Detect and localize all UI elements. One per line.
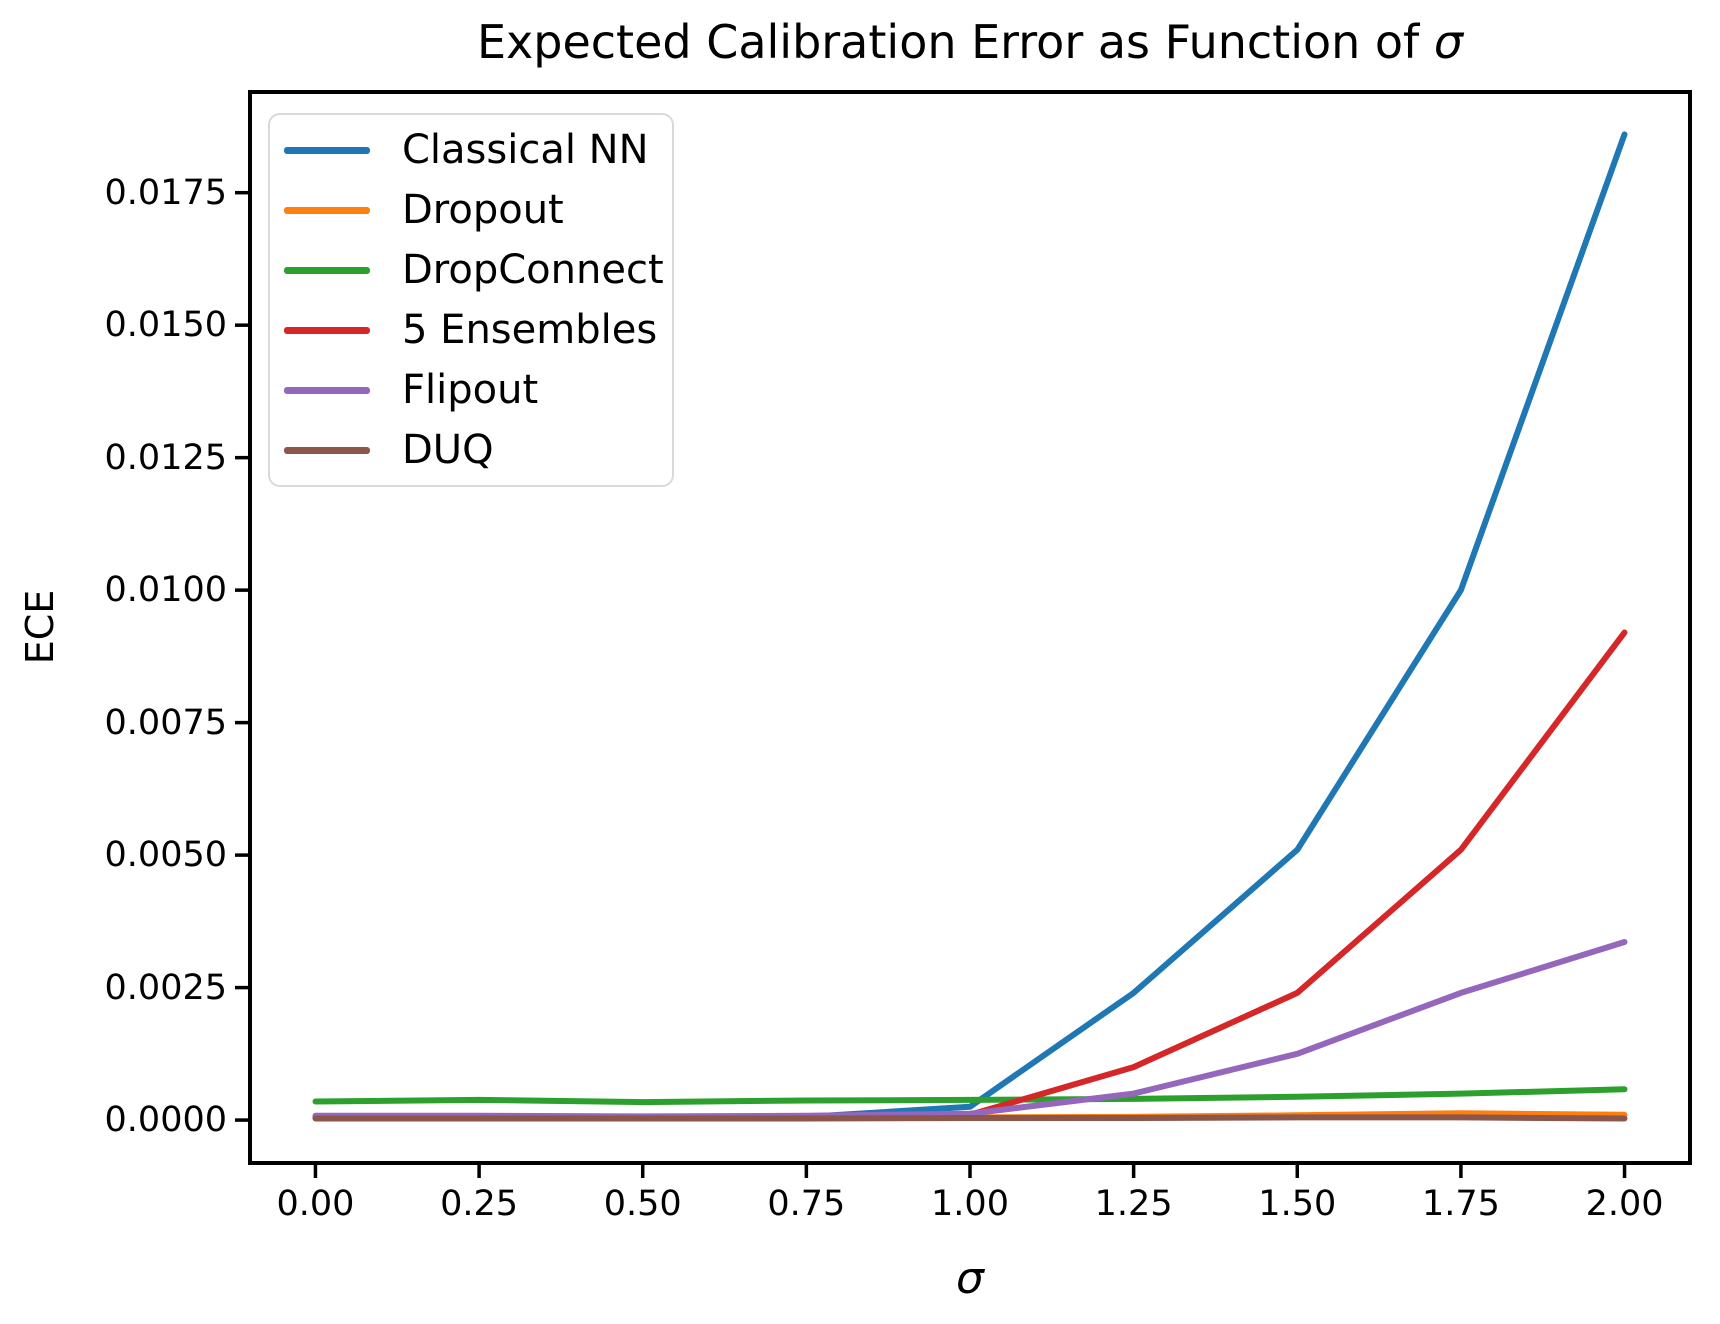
y-tick-label: 0.0000	[104, 1100, 227, 1141]
y-tick-label: 0.0125	[104, 437, 227, 478]
series-line-dropconnect	[312, 1086, 1628, 1106]
x-tick-label: 0.75	[767, 1184, 846, 1224]
legend-label: 5 Ensembles	[402, 307, 658, 353]
y-tick-label: 0.0100	[104, 570, 227, 611]
y-tick-label: 0.0150	[104, 305, 227, 346]
legend: Classical NN Dropout DropConnect 5 Ensemble…	[268, 113, 674, 487]
y-tick-label: 0.0075	[104, 702, 227, 743]
legend-label: DUQ	[402, 427, 494, 473]
legend-line-sample-flipout	[284, 386, 370, 394]
x-tick-label: 1.25	[1094, 1184, 1173, 1224]
x-tick-label: 1.00	[931, 1184, 1009, 1224]
legend-item-5-ensembles: 5 Ensembles	[270, 301, 672, 359]
legend-label: Classical NN	[402, 127, 649, 173]
legend-label: Flipout	[402, 367, 539, 413]
legend-item-duq: DUQ	[270, 421, 672, 479]
legend-item-dropout: Dropout	[270, 181, 672, 239]
x-tick-label: 1.75	[1421, 1184, 1500, 1224]
legend-label: Dropout	[402, 187, 564, 233]
legend-item-dropconnect: DropConnect	[270, 241, 672, 299]
x-axis-label: σ	[956, 1253, 984, 1304]
legend-item-flipout: Flipout	[270, 361, 672, 419]
y-tick-label: 0.0050	[104, 835, 227, 876]
chart-title-text: Expected Calibration Error as Function o…	[476, 15, 1434, 69]
y-tick-label: 0.0025	[104, 967, 227, 1008]
chart-title-sigma-symbol: σ	[1433, 15, 1464, 69]
x-tick-label: 0.25	[440, 1184, 519, 1224]
axes-spines	[248, 90, 1692, 1165]
series-line-duq	[312, 1114, 1628, 1122]
y-tick-label: 0.0175	[104, 172, 227, 213]
chart-title: Expected Calibration Error as Function o…	[250, 14, 1690, 70]
legend-line-sample-classical-nn	[284, 146, 370, 154]
legend-line-sample-dropout	[284, 206, 370, 214]
x-tick-label: 2.00	[1585, 1184, 1664, 1224]
legend-item-classical-nn: Classical NN	[270, 121, 672, 179]
x-tick-label: 1.50	[1258, 1184, 1337, 1224]
legend-line-sample-dropconnect	[284, 266, 370, 274]
series-line-flipout	[312, 939, 1628, 1120]
series-line-5-ensembles	[312, 629, 1628, 1121]
x-tick-label: 0.00	[276, 1184, 355, 1224]
legend-line-sample-5-ensembles	[284, 326, 370, 334]
legend-label: DropConnect	[402, 247, 664, 293]
x-tick-label: 0.50	[603, 1184, 682, 1224]
legend-line-sample-duq	[284, 446, 370, 454]
